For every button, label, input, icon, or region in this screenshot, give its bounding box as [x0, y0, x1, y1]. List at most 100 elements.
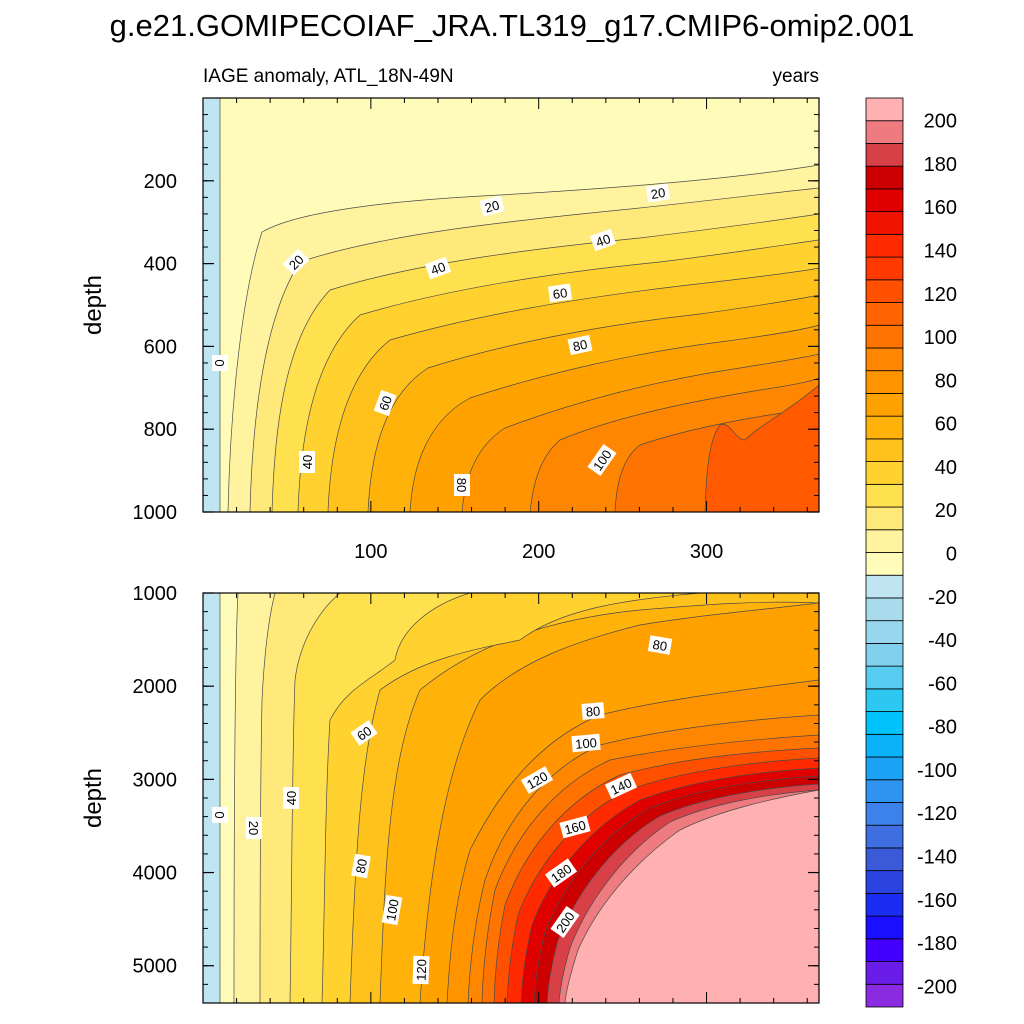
- y-tick-label: 3000: [133, 769, 178, 791]
- colorbar-box: [865, 165, 904, 190]
- contour-label: 100: [575, 735, 598, 752]
- y-tick-label: 200: [144, 171, 177, 193]
- contour-label: 160: [563, 817, 588, 837]
- colorbar-box: [865, 665, 904, 690]
- colorbar-label: 160: [924, 197, 957, 219]
- contour-label: 40: [429, 259, 448, 278]
- colorbar-box: [865, 370, 904, 394]
- colorbar-box: [865, 688, 904, 712]
- y-tick-label: 2000: [133, 676, 178, 698]
- x-tick-label: 100: [354, 541, 387, 563]
- contour-label: 120: [414, 959, 430, 981]
- colorbar-box: [865, 347, 904, 372]
- colorbar-label: -20: [928, 587, 957, 609]
- colorbar-box: [865, 438, 904, 463]
- colorbar-box: [865, 302, 904, 326]
- colorbar-box: [865, 324, 904, 349]
- contour-label: 80: [353, 858, 370, 875]
- contour-label: 0: [212, 359, 227, 366]
- colorbar-box: [865, 188, 904, 213]
- colorbar-box: [865, 779, 904, 803]
- colorbar-box: [865, 256, 904, 281]
- colorbar-box: [865, 983, 904, 1008]
- colorbar-label: -200: [917, 976, 957, 998]
- colorbar-label: 80: [935, 370, 957, 392]
- y-tick-label: 5000: [133, 956, 178, 978]
- colorbar-label: 140: [924, 241, 957, 263]
- x-tick-label: 300: [690, 541, 723, 563]
- y-tick-label: 4000: [133, 863, 178, 885]
- colorbar-box: [865, 529, 904, 553]
- colorbar-label: -120: [917, 803, 957, 825]
- colorbar-label: -100: [917, 760, 957, 782]
- lower-ylabel: depth: [80, 768, 107, 828]
- contour-label: 0: [212, 811, 227, 818]
- colorbar-box: [865, 643, 904, 667]
- colorbar-label: 60: [935, 414, 957, 436]
- y-tick-label: 400: [144, 254, 177, 276]
- right-subtitle: years: [773, 66, 819, 87]
- lower-contour-labels: 0 20 40 60 80 80 80 100 100 120 120 140 …: [212, 635, 673, 985]
- contour-label: 20: [483, 197, 501, 215]
- colorbar-box: [865, 506, 904, 531]
- contour-label: 100: [383, 898, 402, 922]
- colorbar-box: [865, 847, 904, 872]
- colorbar-box: [865, 461, 904, 485]
- colorbar-label: 100: [924, 327, 957, 349]
- colorbar-box: [865, 483, 904, 508]
- upper-x-axis: 100 200 300: [236, 98, 808, 563]
- colorbar-box: [865, 915, 904, 940]
- colorbar-box: [865, 870, 904, 894]
- colorbar-box: [865, 143, 904, 167]
- contour-label: 20: [246, 821, 261, 835]
- contour-label: 60: [354, 723, 374, 744]
- contour-label: 40: [284, 791, 299, 805]
- colorbar-label: 40: [935, 457, 957, 479]
- lower-contour-fill: [203, 593, 819, 1003]
- chart-title: g.e21.GOMIPECOIAF_JRA.TL319_g17.CMIP6-om…: [110, 8, 915, 43]
- contour-label: 80: [585, 703, 601, 719]
- colorbar-label: 180: [924, 154, 957, 176]
- colorbar-label: -180: [917, 933, 957, 955]
- y-tick-label: 1000: [133, 502, 178, 524]
- contour-label: 60: [552, 285, 568, 302]
- colorbar-box: [865, 393, 904, 417]
- contour-label: 80: [651, 637, 668, 654]
- colorbar-label: -160: [917, 890, 957, 912]
- contour-label: 80: [571, 337, 588, 355]
- upper-contour-labels: 0 20 20 20 40 40 40 60 60 80 80 100: [212, 183, 671, 496]
- colorbar-box: [865, 97, 904, 122]
- colorbar-label: 200: [924, 111, 957, 133]
- upper-ylabel: depth: [80, 275, 107, 335]
- contour-label: 40: [300, 455, 315, 469]
- x-tick-label: 200: [522, 541, 555, 563]
- colorbar-label: -40: [928, 630, 957, 652]
- colorbar-label: -140: [917, 847, 957, 869]
- fill-110-120: [704, 384, 819, 512]
- left-subtitle: IAGE anomaly, ATL_18N-49N: [203, 66, 454, 87]
- colorbar-box: [865, 756, 904, 781]
- colorbar-box: [865, 597, 904, 622]
- contour-label: 20: [650, 185, 667, 202]
- upper-contour-fill: [203, 98, 819, 512]
- contour-label: 40: [594, 231, 613, 250]
- colorbar-label: 0: [946, 544, 957, 566]
- colorbar-box: [865, 961, 904, 985]
- colorbar-box: [865, 938, 904, 962]
- colorbar-box: [865, 279, 904, 303]
- colorbar-label: 20: [935, 500, 957, 522]
- fill-neg: [203, 98, 221, 512]
- y-tick-label: 800: [144, 419, 177, 441]
- y-tick-label: 600: [144, 336, 177, 358]
- colorbar-box: [865, 892, 904, 917]
- colorbar-box: [865, 415, 904, 440]
- lower-x-axis: [236, 593, 808, 1003]
- colorbar-label: 120: [924, 284, 957, 306]
- contour-label: 80: [454, 478, 469, 492]
- colorbar-box: [865, 733, 904, 758]
- colorbar-label: -60: [928, 673, 957, 695]
